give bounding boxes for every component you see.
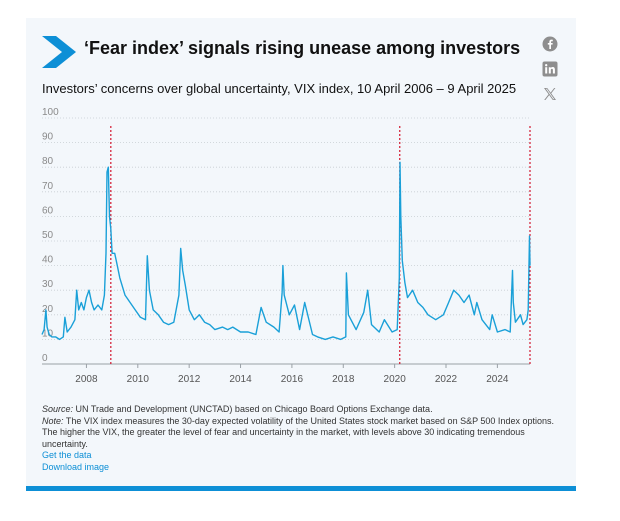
y-tick-label: 60 — [42, 205, 54, 216]
x-tick-label: 2022 — [435, 374, 458, 385]
source-text: UN Trade and Development (UNCTAD) based … — [75, 404, 433, 414]
note-label: Note: — [42, 415, 64, 426]
chart-card — [26, 18, 576, 488]
x-tick-label: 2014 — [229, 374, 252, 385]
x-tick-label: 2012 — [178, 374, 201, 385]
y-tick-label: 30 — [42, 279, 54, 290]
y-tick-label: 20 — [42, 304, 54, 315]
x-tick-label: 2018 — [332, 374, 355, 385]
linkedin-icon[interactable] — [542, 61, 558, 77]
facebook-icon[interactable] — [542, 36, 558, 52]
x-tick-label: 2024 — [486, 374, 509, 385]
y-tick-label: 50 — [42, 230, 54, 241]
x-tick-label: 2016 — [281, 374, 304, 385]
page-title: ‘Fear index’ signals rising unease among… — [84, 38, 521, 58]
x-tick-label: 2008 — [75, 374, 98, 385]
vix-series-line — [41, 161, 531, 341]
y-tick-label: 40 — [42, 255, 54, 266]
y-tick-label: 0 — [42, 353, 48, 364]
accent-bar — [26, 486, 576, 491]
vix-line-chart: 0 10 20 30 40 50 60 70 80 90 100 2008 2010 2012 2014 20… — [41, 107, 531, 385]
download-image-link[interactable]: Download image — [42, 461, 110, 472]
y-tick-label: 70 — [42, 181, 54, 192]
x-icon[interactable] — [542, 86, 558, 102]
note-text: The VIX index measures the 30-day expect… — [42, 415, 554, 449]
chart-subtitle: Investors’ concerns over global uncertai… — [42, 81, 517, 96]
x-tick-label: 2020 — [384, 374, 407, 385]
y-tick-label: 10 — [42, 328, 54, 339]
chart-notes: Source: UN Trade and Development (UNCTAD… — [42, 404, 562, 473]
y-tick-label: 90 — [42, 132, 54, 143]
get-data-link[interactable]: Get the data — [42, 450, 92, 460]
y-tick-label: 80 — [42, 156, 54, 167]
x-tick-label: 2010 — [127, 374, 150, 385]
y-tick-label: 100 — [42, 107, 59, 118]
chevron-logo-icon — [42, 36, 76, 68]
source-label: Source: — [42, 404, 74, 414]
